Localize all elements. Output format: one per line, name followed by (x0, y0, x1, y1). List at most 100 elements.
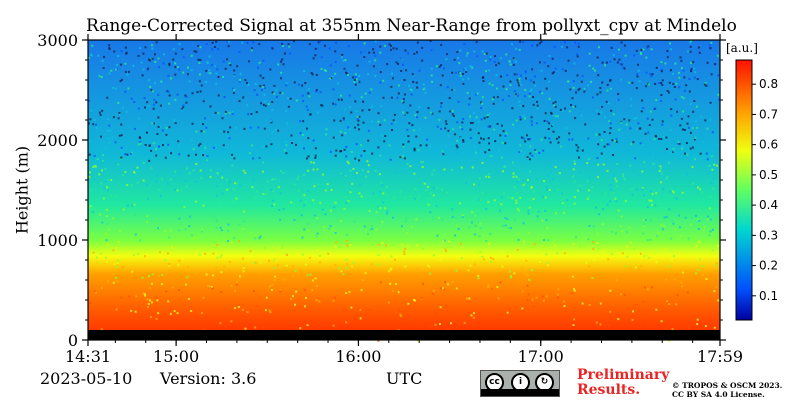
speckle (424, 91, 427, 94)
y-tick-label: 3000 (37, 31, 78, 50)
speckle (305, 297, 308, 300)
speckle (371, 152, 374, 155)
speckle (120, 78, 123, 81)
speckle (341, 174, 344, 177)
speckle (299, 132, 302, 135)
colorbar-tick-label: 0.1 (759, 289, 778, 303)
speckle (489, 232, 492, 235)
speckle (543, 61, 546, 64)
speckle (330, 209, 333, 212)
speckle (636, 127, 639, 130)
speckle (615, 232, 618, 235)
speckle (487, 176, 490, 179)
speckle (612, 175, 615, 178)
speckle (421, 46, 424, 49)
speckle (261, 169, 264, 172)
speckle (422, 88, 425, 91)
speckle (354, 83, 357, 86)
speckle (682, 236, 685, 239)
speckle (610, 46, 613, 49)
speckle (415, 135, 418, 138)
speckle (472, 240, 475, 243)
speckle (89, 302, 92, 305)
speckle (620, 121, 623, 124)
speckle (220, 291, 223, 294)
speckle (518, 48, 521, 51)
speckle (390, 267, 393, 270)
speckle (603, 145, 606, 148)
speckle (610, 253, 613, 256)
speckle (420, 297, 423, 300)
speckle (681, 128, 684, 131)
speckle (709, 230, 712, 233)
speckle (710, 41, 713, 44)
speckle (574, 117, 577, 120)
speckle (529, 170, 532, 173)
speckle (379, 154, 382, 157)
speckle (423, 182, 426, 185)
speckle (516, 73, 519, 76)
speckle (652, 162, 655, 165)
speckle (511, 161, 514, 164)
speckle (385, 185, 388, 188)
speckle (669, 128, 672, 131)
speckle (469, 128, 472, 131)
speckle (204, 252, 207, 255)
speckle (670, 108, 673, 111)
speckle (239, 184, 242, 187)
speckle (368, 308, 371, 311)
speckle (668, 42, 671, 45)
speckle (295, 290, 298, 293)
speckle (359, 308, 362, 311)
speckle (463, 68, 466, 71)
speckle (571, 97, 574, 100)
speckle (661, 228, 664, 231)
speckle (165, 290, 168, 293)
speckle (339, 119, 342, 122)
speckle (538, 61, 541, 64)
speckle (334, 61, 337, 64)
speckle (500, 196, 503, 199)
speckle (561, 202, 564, 205)
speckle (454, 133, 457, 136)
speckle (640, 265, 643, 268)
speckle (536, 104, 539, 107)
speckle (604, 252, 607, 255)
speckle (167, 182, 170, 185)
speckle (655, 135, 658, 138)
speckle (430, 67, 433, 70)
speckle (713, 163, 716, 166)
speckle (532, 305, 535, 308)
speckle (461, 121, 464, 124)
speckle (227, 229, 230, 232)
speckle (346, 72, 349, 75)
speckle (481, 96, 484, 99)
speckle (262, 103, 265, 106)
speckle (544, 196, 547, 199)
speckle (518, 232, 521, 235)
speckle (522, 41, 525, 44)
speckle (421, 59, 424, 62)
speckle (612, 192, 615, 195)
speckle (397, 62, 400, 65)
speckle (347, 321, 350, 324)
speckle (407, 302, 410, 305)
speckle (204, 146, 207, 149)
speckle (415, 81, 418, 84)
speckle (372, 51, 375, 54)
speckle (180, 109, 183, 112)
speckle (689, 102, 692, 105)
copyright-line-2: CC BY SA 4.0 License. (672, 390, 765, 399)
speckle (473, 136, 476, 139)
speckle (477, 221, 480, 224)
speckle (427, 107, 430, 110)
speckle (537, 241, 540, 244)
speckle (438, 118, 441, 121)
speckle (601, 317, 604, 320)
speckle (344, 132, 347, 135)
speckle (473, 312, 476, 315)
speckle (258, 156, 261, 159)
speckle (686, 291, 689, 294)
speckle (252, 178, 255, 181)
speckle (709, 218, 712, 221)
